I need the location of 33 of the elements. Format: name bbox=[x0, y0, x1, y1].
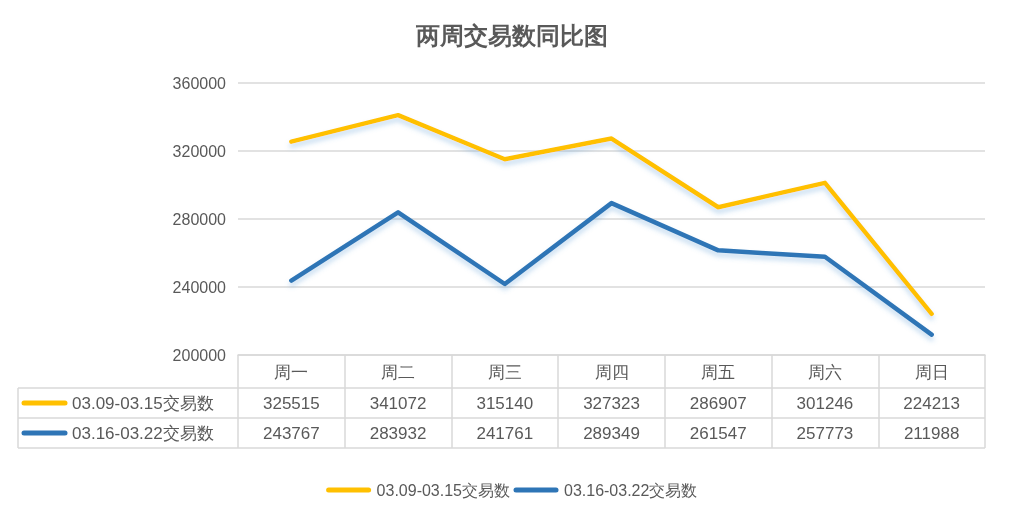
data-label: 261547 bbox=[689, 423, 747, 443]
data-label: 243767 bbox=[262, 423, 320, 443]
x-tick-label: 周五 bbox=[701, 363, 736, 382]
data-label: 315140 bbox=[476, 393, 534, 413]
data-label: 325515 bbox=[262, 393, 320, 413]
data-label: 241761 bbox=[476, 423, 534, 443]
text: 03.16-03.22交易数 bbox=[564, 481, 698, 499]
y-tick-label: 240000 bbox=[172, 278, 227, 296]
data-label: 257773 bbox=[796, 423, 854, 443]
x-tick-label: 周日 bbox=[914, 363, 949, 382]
text: 03.09-03.15交易数 bbox=[376, 481, 510, 499]
legend-label: 03.16-03.22交易数 bbox=[72, 423, 214, 443]
data-label: 224213 bbox=[903, 393, 961, 413]
y-tick-label: 360000 bbox=[172, 74, 227, 92]
data-label: 327323 bbox=[583, 393, 640, 413]
data-label: 341072 bbox=[369, 393, 427, 413]
data-label: 289349 bbox=[583, 423, 640, 443]
data-label: 286907 bbox=[689, 393, 747, 413]
x-tick-label: 周三 bbox=[487, 363, 522, 382]
y-tick-label: 320000 bbox=[172, 142, 227, 160]
chart-title: 两周交易数同比图 bbox=[415, 21, 608, 49]
data-label: 283932 bbox=[369, 423, 427, 443]
y-tick-label: 200000 bbox=[172, 346, 227, 364]
x-tick-label: 周二 bbox=[381, 363, 416, 382]
data-label: 211988 bbox=[903, 423, 960, 443]
line-series bbox=[289, 200, 934, 337]
data-label: 301246 bbox=[796, 393, 854, 413]
y-tick-label: 280000 bbox=[172, 210, 227, 228]
legend-label: 03.09-03.15交易数 bbox=[72, 393, 214, 413]
x-tick-label: 周六 bbox=[807, 363, 842, 382]
x-tick-label: 周四 bbox=[594, 363, 629, 382]
line-series bbox=[289, 112, 934, 317]
x-tick-label: 周一 bbox=[274, 363, 309, 382]
